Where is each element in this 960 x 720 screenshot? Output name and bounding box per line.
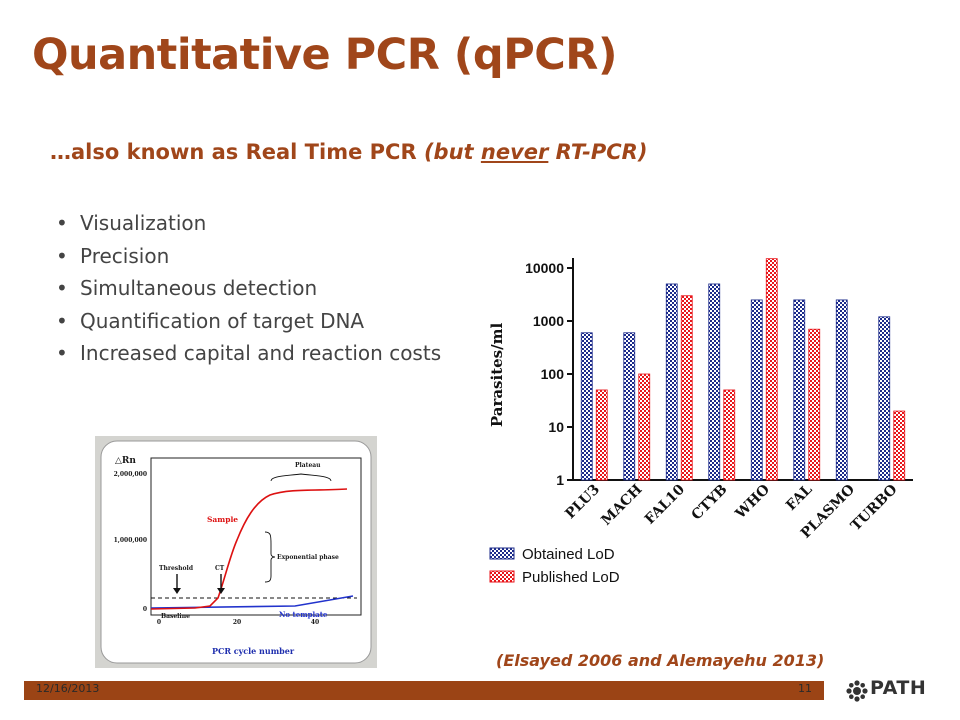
subtitle-part4: RT-PCR) bbox=[548, 140, 648, 164]
citation: (Elsayed 2006 and Alemayehu 2013) bbox=[496, 651, 825, 670]
lod-axes: 1 10 100 1000 10000 bbox=[525, 258, 913, 488]
lod-category-label: PLU3 bbox=[562, 482, 603, 523]
obtained-lod-bar bbox=[580, 332, 593, 481]
published-lod-bar bbox=[595, 389, 608, 481]
lod-bars bbox=[580, 258, 906, 481]
obtained-lod-bar bbox=[623, 332, 636, 481]
qpcr-ytick-1m: 1,000,000 bbox=[114, 537, 147, 544]
qpcr-xtick-0: 0 bbox=[157, 619, 161, 626]
qpcr-xtick-40: 40 bbox=[311, 619, 319, 626]
lod-category-label: TURBO bbox=[848, 482, 901, 535]
qpcr-ylabel: △Rn bbox=[115, 456, 136, 466]
qpcr-amplification-figure: △Rn 2,000,000 1,000,000 0 0 20 40 PCR cy… bbox=[95, 436, 377, 668]
subtitle-part2: (but bbox=[423, 140, 481, 164]
obtained-lod-bar bbox=[878, 316, 891, 481]
bullet-item: Precision bbox=[56, 240, 441, 273]
lod-ytick-label: 100 bbox=[541, 366, 565, 382]
published-lod-bar bbox=[723, 389, 736, 481]
footer-bar: 12/16/2013 11 bbox=[24, 681, 824, 700]
lod-ytick-label: 10 bbox=[548, 419, 564, 435]
lod-legend: Obtained LoD Published LoD bbox=[489, 546, 620, 586]
qpcr-ytick-0: 0 bbox=[143, 606, 147, 613]
bullet-item: Visualization bbox=[56, 207, 441, 240]
footer-date: 12/16/2013 bbox=[36, 682, 100, 695]
bullet-item: Increased capital and reaction costs bbox=[56, 337, 441, 370]
label-ct: CT bbox=[215, 565, 225, 572]
obtained-lod-legend-label: Obtained LoD bbox=[522, 546, 615, 563]
ct-arrowhead bbox=[217, 588, 225, 594]
path-logo: PATH bbox=[846, 676, 930, 704]
qpcr-plot-frame bbox=[150, 457, 362, 616]
lod-ytick-label: 1 bbox=[556, 472, 564, 488]
subtitle-part1: …also known as Real Time PCR bbox=[50, 140, 424, 164]
slide-title: Quantitative PCR (qPCR) bbox=[32, 30, 618, 80]
label-threshold: Threshold bbox=[159, 565, 194, 572]
published-lod-bar bbox=[808, 328, 821, 481]
obtained-lod-bar bbox=[750, 299, 763, 481]
threshold-arrowhead bbox=[173, 588, 181, 594]
lod-category-label: MACH bbox=[598, 482, 645, 529]
lod-ytick-label: 10000 bbox=[525, 260, 564, 276]
published-lod-bar bbox=[638, 373, 651, 481]
label-baseline: Baseline bbox=[161, 613, 190, 620]
lod-ytick-label: 1000 bbox=[533, 313, 564, 329]
obtained-lod-bar bbox=[708, 283, 721, 481]
bullet-item: Simultaneous detection bbox=[56, 272, 441, 305]
published-lod-bar bbox=[893, 410, 906, 481]
published-lod-bar bbox=[765, 258, 778, 481]
obtained-lod-legend-swatch bbox=[489, 547, 515, 560]
label-no-template: No template bbox=[279, 610, 328, 619]
obtained-lod-bar bbox=[835, 299, 848, 481]
lod-category-label: CTYB bbox=[689, 481, 731, 523]
qpcr-ytick-2m: 2,000,000 bbox=[114, 471, 147, 478]
footer-page-number: 11 bbox=[798, 682, 812, 695]
path-logo-text: PATH bbox=[870, 677, 927, 699]
subtitle-never: never bbox=[480, 140, 549, 164]
sample-curve bbox=[150, 488, 348, 610]
lod-ylabel: Parasites/ml bbox=[488, 323, 506, 428]
lod-category-label: FAL10 bbox=[642, 481, 688, 527]
published-lod-legend-label: Published LoD bbox=[522, 569, 620, 586]
slide-subtitle: …also known as Real Time PCR (but never … bbox=[50, 140, 647, 164]
bullet-list: Visualization Precision Simultaneous det… bbox=[56, 207, 441, 370]
label-plateau: Plateau bbox=[295, 462, 321, 469]
label-exponential-phase: Exponential phase bbox=[277, 554, 339, 561]
qpcr-xlabel: PCR cycle number bbox=[212, 646, 295, 656]
plateau-brace bbox=[270, 473, 332, 482]
path-logo-icon bbox=[846, 680, 868, 702]
qpcr-xtick-20: 20 bbox=[233, 619, 241, 626]
obtained-lod-bar bbox=[793, 299, 806, 481]
bullet-item: Quantification of target DNA bbox=[56, 305, 441, 338]
lod-category-label: WHO bbox=[732, 482, 773, 523]
exponential-brace bbox=[264, 531, 276, 583]
label-sample: Sample bbox=[207, 515, 238, 524]
lod-category-label: FAL bbox=[783, 481, 816, 514]
obtained-lod-bar bbox=[665, 283, 678, 481]
published-lod-legend-swatch bbox=[489, 570, 515, 583]
published-lod-bar bbox=[680, 295, 693, 481]
